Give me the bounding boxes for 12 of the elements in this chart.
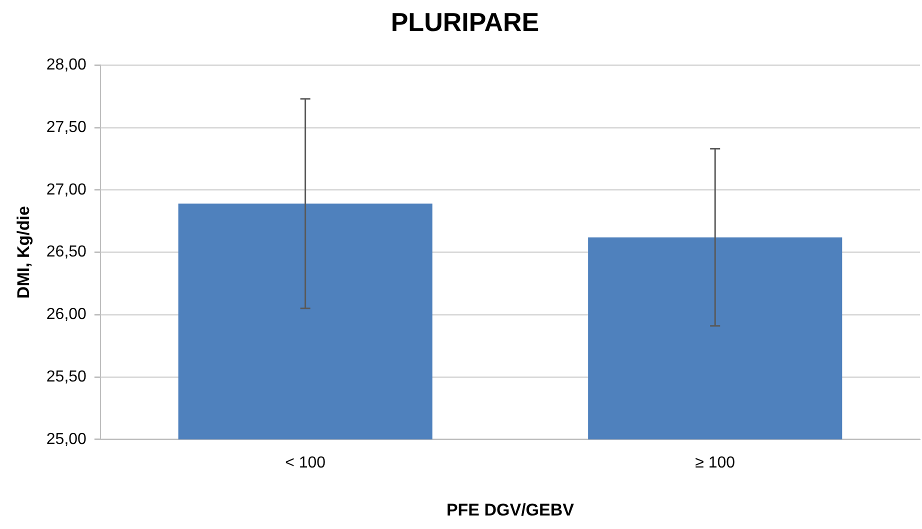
y-tick-label: 28,00 <box>46 56 87 74</box>
y-tick-label: 25,00 <box>46 430 87 448</box>
y-tick-label: 25,50 <box>46 368 87 386</box>
x-tick-label: ≥ 100 <box>695 454 736 472</box>
chart-title: PLURIPARE <box>390 6 540 37</box>
y-tick-label: 27,50 <box>46 118 87 136</box>
y-tick-label: 26,00 <box>46 306 87 324</box>
y-axis-title: DMI, Kg/die <box>14 206 33 299</box>
y-tick-label: 27,00 <box>46 181 87 198</box>
x-tick-label: < 100 <box>285 454 326 472</box>
y-tick-label: 26,50 <box>46 244 87 261</box>
x-axis-title: PFE DGV/GEBV <box>446 500 575 520</box>
